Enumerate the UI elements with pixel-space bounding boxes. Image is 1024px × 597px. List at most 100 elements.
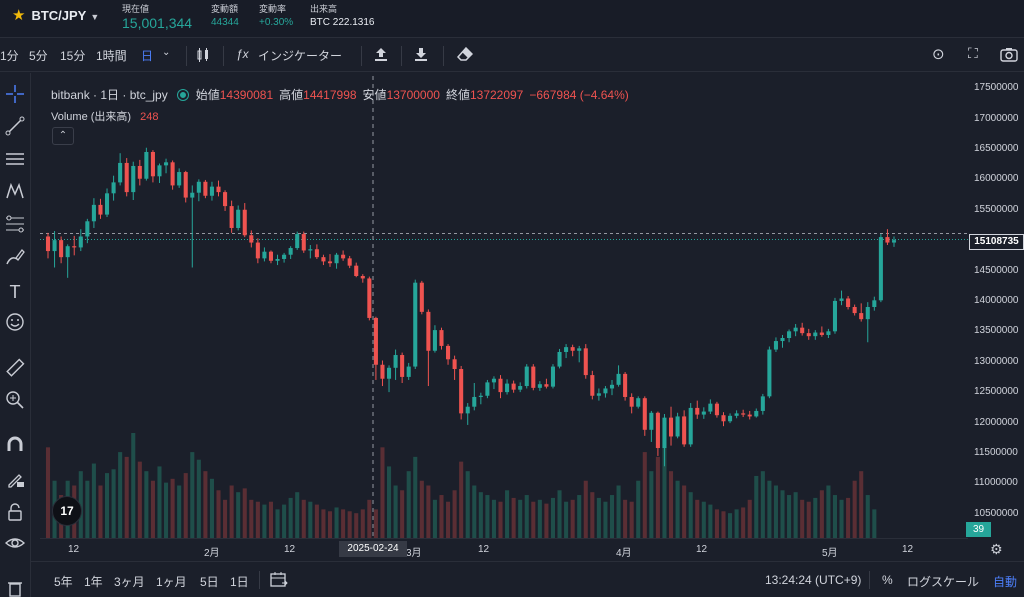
candle-body xyxy=(583,348,588,376)
favorite-star-icon[interactable]: ★ xyxy=(12,7,26,24)
camera-icon[interactable] xyxy=(1000,47,1018,65)
volume-bar xyxy=(164,482,169,538)
volume-bar xyxy=(341,509,346,538)
candle-body xyxy=(137,165,142,179)
candle-body xyxy=(734,413,739,416)
auto-scale-toggle[interactable]: 自動 xyxy=(993,575,1018,589)
gear-icon[interactable]: ⚙ xyxy=(990,541,1003,557)
fib-retracement-icon[interactable] xyxy=(3,214,27,238)
candle-body xyxy=(164,162,169,166)
range-5d[interactable]: 5日 xyxy=(200,575,219,589)
time-axis[interactable]: 12 2月 12 3月 12 4月 12 5月 12 xyxy=(40,538,968,560)
indicators-button[interactable]: インジケーター xyxy=(258,49,343,63)
trash-icon[interactable] xyxy=(3,578,27,597)
candle-body xyxy=(623,373,628,397)
candle-body xyxy=(386,367,392,379)
fullscreen-icon[interactable]: ⛶ xyxy=(968,45,978,61)
high-value: 14417998 xyxy=(303,88,357,102)
candle-body xyxy=(839,298,844,301)
volume-bar xyxy=(642,452,647,538)
magnet-icon[interactable] xyxy=(3,435,27,459)
collapse-legend-button[interactable]: ⌃ xyxy=(52,127,74,145)
interval-1m[interactable]: 1分 xyxy=(0,49,19,63)
volume-value: 248 xyxy=(140,111,159,123)
candle-body xyxy=(767,349,772,397)
range-5y[interactable]: 5年 xyxy=(54,575,73,589)
emoji-icon[interactable] xyxy=(3,312,27,336)
candle-body xyxy=(380,364,385,379)
log-scale-toggle[interactable]: ログスケール xyxy=(907,575,980,589)
zoom-cursor-icon[interactable]: ⊙ xyxy=(932,46,945,63)
volume-bar xyxy=(603,501,608,538)
interval-chevron-down-icon[interactable]: ⌄ xyxy=(162,47,171,58)
volume-bar xyxy=(426,485,431,538)
upload-icon[interactable] xyxy=(374,47,388,65)
range-1y[interactable]: 1年 xyxy=(84,575,103,589)
interval-5m[interactable]: 5分 xyxy=(29,49,48,63)
horizontal-lines-icon[interactable] xyxy=(3,149,27,173)
lock-drawing-icon[interactable] xyxy=(3,469,27,493)
divider xyxy=(361,46,362,66)
candle-body xyxy=(695,407,700,415)
lock-icon[interactable] xyxy=(3,502,27,526)
volume-bar xyxy=(131,433,136,538)
candle-body xyxy=(747,414,752,417)
volume-bar xyxy=(275,509,280,538)
volume-bar xyxy=(623,499,628,538)
brush-icon[interactable] xyxy=(3,247,27,271)
time-label: 4月 xyxy=(616,548,632,559)
percent-toggle[interactable]: % xyxy=(882,573,893,587)
volume-bar xyxy=(832,495,838,538)
volume-bar xyxy=(301,499,306,538)
interval-15m[interactable]: 15分 xyxy=(60,49,86,63)
volume-bar xyxy=(485,495,490,538)
trend-line-icon[interactable] xyxy=(3,116,27,140)
stat-key: 現在値 xyxy=(122,4,150,14)
candle-body xyxy=(439,330,444,346)
candle-body xyxy=(190,192,195,198)
candle-body xyxy=(878,237,883,301)
candle-body xyxy=(682,416,687,445)
interval-1d[interactable]: 日 xyxy=(141,49,154,63)
text-tool-icon[interactable]: T xyxy=(9,282,21,302)
volume-bar xyxy=(249,499,254,538)
candle-body xyxy=(295,234,300,249)
candle-body xyxy=(859,313,864,320)
volume-bar xyxy=(223,499,228,538)
eraser-icon[interactable] xyxy=(456,46,474,64)
volume-bar xyxy=(268,501,274,538)
pattern-icon[interactable] xyxy=(3,181,27,205)
volume-bar xyxy=(839,499,844,538)
volume-bar xyxy=(295,492,300,538)
open-value: 14390081 xyxy=(219,88,274,102)
tradingview-logo[interactable]: 17 xyxy=(52,496,82,526)
candle-body xyxy=(544,384,549,387)
candle-body xyxy=(885,237,890,243)
stat-key: 変動率 xyxy=(259,4,287,14)
volume-bar xyxy=(229,485,234,538)
candle-body xyxy=(491,378,496,383)
volume-bar xyxy=(327,511,333,538)
candle-body xyxy=(314,249,319,258)
download-icon[interactable] xyxy=(414,47,428,65)
candle-body xyxy=(59,240,64,258)
symbol-selector[interactable]: ★ BTC/JPY ▼ xyxy=(12,6,99,24)
candle-body xyxy=(157,165,162,177)
volume-bar xyxy=(859,471,864,538)
zoom-in-icon[interactable] xyxy=(3,390,27,414)
function-icon[interactable]: ƒx xyxy=(236,47,249,61)
eye-icon[interactable] xyxy=(3,533,27,557)
range-1d[interactable]: 1日 xyxy=(230,575,249,589)
range-3m[interactable]: 3ヶ月 xyxy=(114,575,145,589)
volume-bar xyxy=(708,504,713,538)
ruler-icon[interactable] xyxy=(3,358,27,382)
crosshair-icon[interactable] xyxy=(3,84,27,108)
range-1m[interactable]: 1ヶ月 xyxy=(156,575,187,589)
price-chart[interactable] xyxy=(40,76,968,538)
candle-body xyxy=(754,410,759,417)
candle-style-button[interactable] xyxy=(196,47,210,66)
price-axis[interactable]: 17500000 17000000 16500000 16000000 15500000… xyxy=(974,0,1024,597)
interval-1h[interactable]: 1時間 xyxy=(96,49,127,63)
candle-body xyxy=(229,206,234,228)
date-range-icon[interactable] xyxy=(270,571,288,590)
